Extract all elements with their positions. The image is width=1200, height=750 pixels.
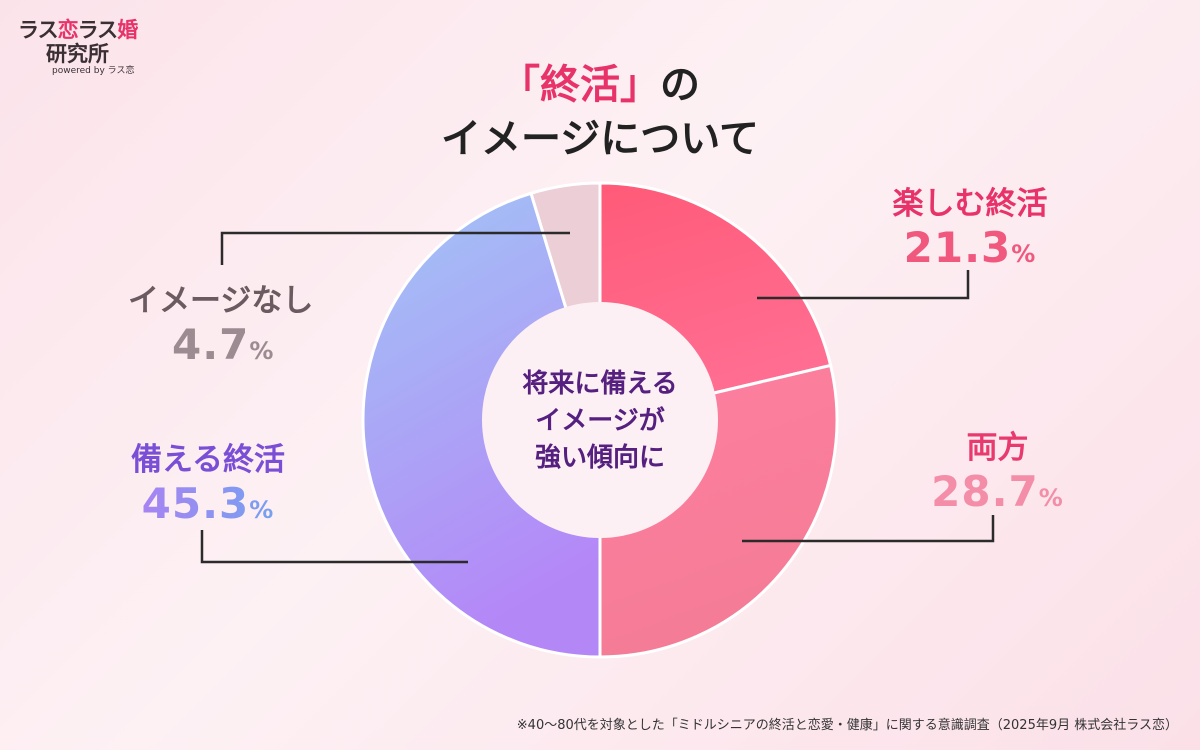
slice-value: 4.7 xyxy=(172,320,250,369)
center-text: 将来に備える xyxy=(522,369,678,399)
chart-title: 「終活」の xyxy=(0,52,1200,110)
center-text: 強い傾向に xyxy=(534,443,665,473)
center-text: イメージが xyxy=(535,406,665,436)
slice-label: 備える終活 xyxy=(130,442,286,478)
percent-sign: % xyxy=(1011,240,1037,268)
slice-label: イメージなし xyxy=(128,283,314,319)
percent-sign: % xyxy=(249,496,275,524)
slice-label-group: 両方 28.7% xyxy=(925,422,1070,516)
logo-text: 婚 xyxy=(117,18,138,42)
logo-powered-by: powered by ラス恋 xyxy=(52,66,135,76)
chart-title-line2: イメージについて xyxy=(441,116,759,162)
slice-label: 楽しむ終活 xyxy=(892,186,1048,222)
slice-value: 21.3 xyxy=(903,223,1012,272)
center-annotation: 将来に備える イメージが 強い傾向に xyxy=(490,366,710,477)
leader-line xyxy=(200,530,468,564)
logo-text: ラス xyxy=(18,18,59,42)
leader-line xyxy=(220,231,570,265)
percent-sign: % xyxy=(1038,484,1064,512)
slice-value: 28.7 xyxy=(931,467,1039,516)
footnote: ※40〜80代を対象とした「ミドルシニアの終活と恋愛・健康」に関する意識調査（2… xyxy=(516,718,1178,733)
donut-hole xyxy=(482,302,718,538)
donut-slice xyxy=(361,191,602,659)
slice-value: 45.3 xyxy=(141,479,250,528)
title-keyword: 「終活」 xyxy=(500,62,660,108)
leader-line xyxy=(757,270,970,300)
title-suffix: の xyxy=(660,62,700,108)
logo-text: 恋 xyxy=(57,18,79,42)
slice-label-group: イメージなし 4.7% xyxy=(128,275,328,369)
slice-label-group: 備える終活 45.3% xyxy=(118,434,298,528)
logo-subtitle: 研究所 xyxy=(46,42,109,66)
leader-line xyxy=(742,515,995,543)
logo-text: ラス xyxy=(77,18,119,42)
percent-sign: % xyxy=(249,337,275,365)
slice-label-group: 楽しむ終活 21.3% xyxy=(880,178,1060,272)
logo: ラス恋ラス婚 xyxy=(18,14,138,44)
slice-label: 両方 xyxy=(966,430,1029,466)
